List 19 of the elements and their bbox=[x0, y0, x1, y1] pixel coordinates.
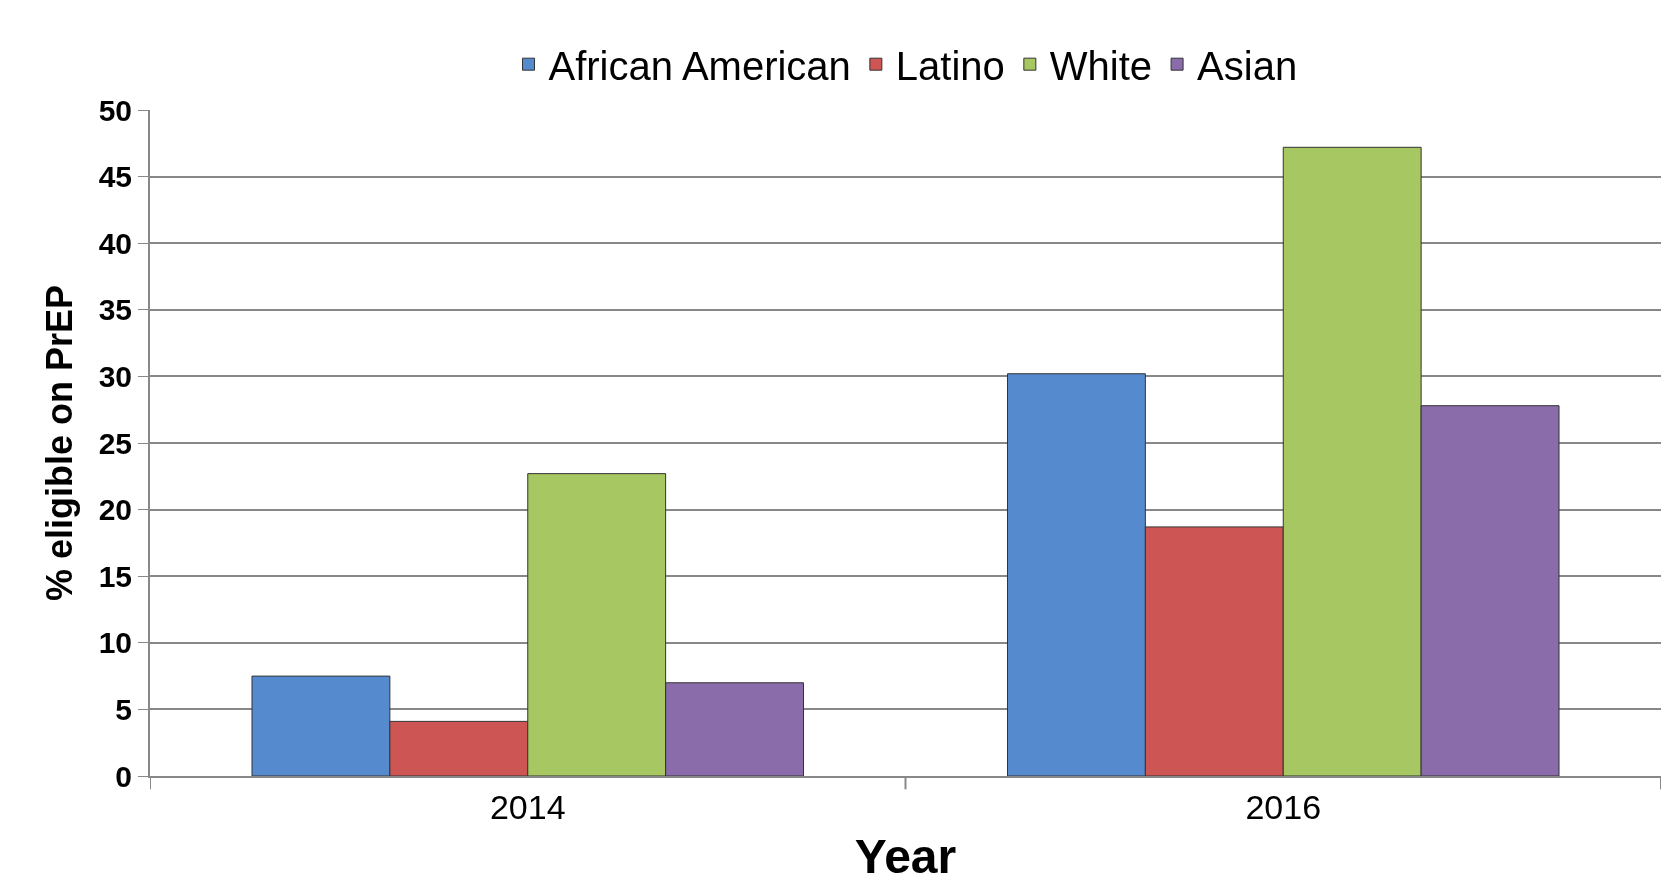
y-tick-label: 0 bbox=[115, 759, 132, 793]
legend-label: Latino bbox=[895, 43, 1005, 88]
legend-label: White bbox=[1049, 43, 1153, 88]
y-tick-label: 30 bbox=[98, 359, 132, 393]
x-axis-title: Year bbox=[854, 830, 957, 884]
y-tick-label: 45 bbox=[98, 160, 132, 194]
y-tick-label: 50 bbox=[98, 93, 132, 127]
x-tick-label: 2016 bbox=[1245, 787, 1322, 826]
y-tick-label: 40 bbox=[98, 226, 132, 260]
legend-label: Asian bbox=[1197, 43, 1298, 88]
y-axis-title: % eligible on PrEP bbox=[39, 284, 81, 602]
legend-label: African American bbox=[548, 43, 851, 88]
y-tick-label: 35 bbox=[98, 293, 132, 327]
y-tick-label: 15 bbox=[98, 559, 132, 593]
y-tick-label: 20 bbox=[98, 493, 132, 527]
y-tick-label: 5 bbox=[115, 692, 132, 726]
y-tick-label: 10 bbox=[98, 626, 132, 660]
x-tick-label: 2014 bbox=[489, 787, 566, 826]
y-tick-label: 25 bbox=[98, 426, 132, 460]
